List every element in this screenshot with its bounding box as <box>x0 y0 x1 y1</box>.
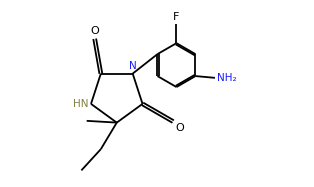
Text: HN: HN <box>73 99 89 109</box>
Text: NH₂: NH₂ <box>217 73 237 83</box>
Text: O: O <box>90 26 99 36</box>
Text: F: F <box>173 12 180 22</box>
Text: O: O <box>175 123 184 133</box>
Text: N: N <box>129 62 137 71</box>
